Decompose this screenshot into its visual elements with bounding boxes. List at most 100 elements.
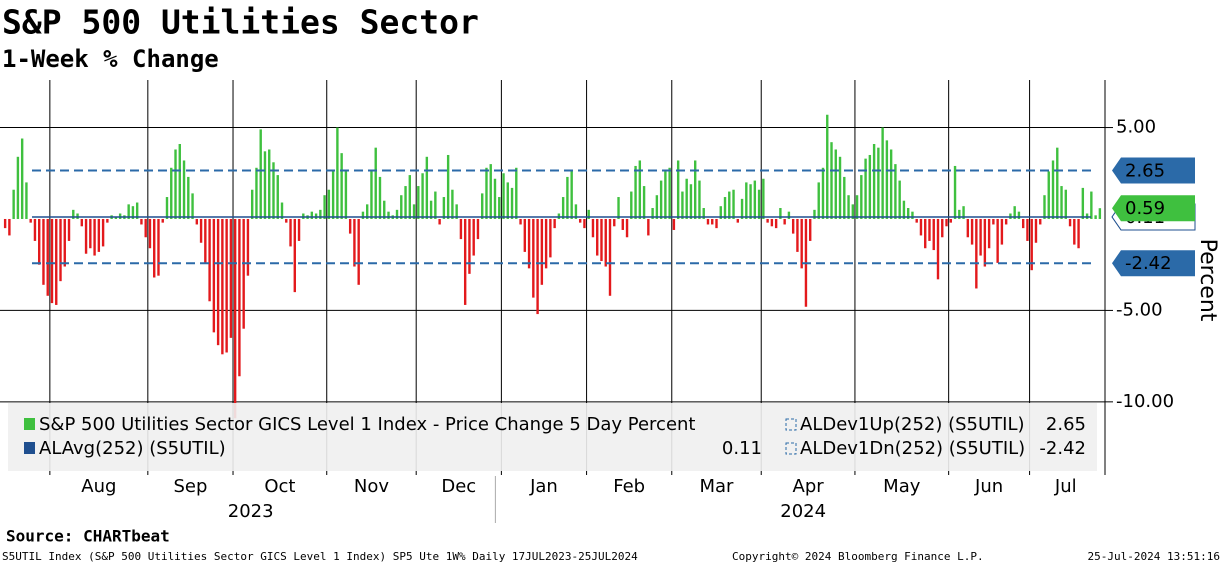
bar [1017,211,1021,219]
bar [55,218,58,305]
bar [472,218,475,256]
bar [817,182,820,219]
bar [357,218,360,285]
bar [331,171,335,219]
bar [515,167,518,219]
legend-value: 2.65 [1046,414,1086,435]
bar [821,167,825,219]
bar [796,218,799,252]
bar [1064,189,1067,219]
bar [757,189,761,219]
bar [1081,187,1085,219]
bar [451,189,454,219]
bar [174,149,177,219]
bar [485,167,488,219]
bar [987,218,991,249]
bar [523,218,527,252]
bar [212,218,216,333]
bar [340,153,343,219]
footer-left: S5UTIL Index (S&P 500 Utilities Sector G… [2,550,638,563]
bar [723,197,727,219]
y-axis-title: Percent [1195,239,1220,322]
bar [59,218,62,282]
bar [216,218,220,346]
y-tick-label: -10.00 [1116,391,1174,412]
bar [195,218,199,225]
bar [67,218,71,241]
bar [813,209,816,219]
bar [745,182,748,219]
bar [84,218,88,254]
bar [970,218,974,245]
bar [681,191,684,219]
bar [1000,218,1004,245]
bar [272,162,275,219]
bar [549,218,552,258]
bar [608,218,612,296]
bar [1047,171,1050,219]
bar [280,202,284,219]
x-tick-label: Apr [793,476,825,497]
bar [395,209,399,219]
down-box: -2.42 [1112,250,1195,277]
bar [434,191,437,219]
bar [204,218,207,263]
bar [1004,218,1008,225]
bar [693,160,697,219]
x-tick-label: Sep [173,476,207,497]
x-tick-label: Dec [441,476,476,497]
bar [574,204,578,219]
bar [165,197,169,219]
bar [344,171,348,219]
x-tick-label: Aug [81,476,116,497]
bar [762,178,765,219]
bar [140,218,143,225]
bar [3,218,7,229]
bar [463,218,467,305]
bar [1090,191,1093,219]
legend-value: -2.42 [1039,438,1086,459]
bar [936,218,940,280]
bar [387,211,390,219]
x-tick-label: Mar [700,476,735,497]
bar [425,156,429,219]
bar [617,197,620,219]
bar [540,218,544,285]
bar [506,182,509,219]
bar [127,204,130,219]
bar [655,195,659,219]
bar [361,211,365,219]
bar [915,218,918,223]
bar [353,218,356,267]
bar [834,149,837,219]
bar [476,218,480,240]
bar [975,218,978,289]
bar [233,218,237,419]
value-box [1112,157,1195,184]
bar [872,144,876,219]
value-box-label: 0.59 [1125,198,1165,219]
bar [221,218,224,355]
bar [16,156,20,219]
bar [481,193,484,219]
bar [1051,160,1055,219]
bar [114,217,118,219]
bar [310,211,314,219]
bar [297,218,301,241]
bar [1077,218,1080,249]
bar [651,208,654,219]
bar [630,191,633,219]
bar [459,218,463,240]
bar [63,218,66,267]
bar [1098,208,1102,219]
bar [374,147,377,219]
bar [510,187,514,219]
footer-center: Copyright© 2024 Bloomberg Finance L.P. [732,550,984,563]
legend-label: S&P 500 Utilities Sector GICS Level 1 In… [39,414,695,435]
bar [787,211,791,219]
bar [753,180,757,219]
bar [672,218,676,230]
bar [161,218,164,223]
bar [945,218,948,227]
bar [50,218,54,304]
